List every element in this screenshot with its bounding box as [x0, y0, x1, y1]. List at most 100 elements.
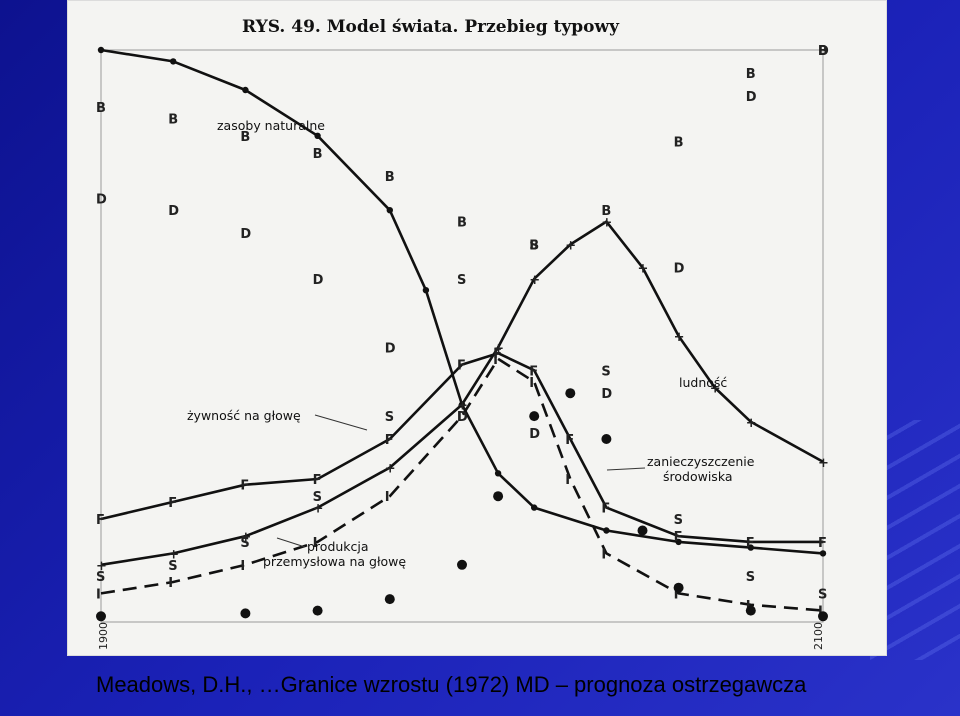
data-point: B	[746, 67, 756, 82]
data-point	[457, 559, 467, 570]
data-point	[97, 46, 105, 54]
label-population: ludność	[679, 375, 727, 390]
data-point	[494, 470, 502, 477]
series-line-produkcja-przemys-owa-na-g-owe	[100, 357, 824, 612]
data-point: B	[96, 101, 106, 116]
data-point	[818, 611, 828, 622]
series-ludnos-c: + + + + + + + + + + + + + + +	[96, 216, 829, 574]
data-point	[242, 86, 249, 94]
data-point: B	[601, 204, 611, 219]
chart-title: RYS. 49. Model świata. Przebieg typowy	[242, 17, 620, 37]
world-model-chart: RYS. 49. Model świata. Przebieg typowy +…	[96, 17, 829, 650]
data-point: I	[674, 587, 679, 602]
data-point: +	[674, 330, 685, 345]
data-point: B	[313, 147, 323, 162]
data-point: D	[313, 273, 324, 288]
label-industry-line1: produkcja	[307, 539, 369, 554]
data-point: D	[168, 204, 179, 219]
data-point: B	[385, 170, 395, 185]
data-point: D	[385, 341, 396, 356]
data-point	[314, 132, 321, 139]
series-d: D D D D D D D D D D D	[96, 44, 829, 442]
label-food-per-capita: żywność na głowę	[187, 408, 301, 423]
data-point: S	[746, 570, 755, 585]
data-point: I	[565, 473, 570, 488]
data-point	[531, 504, 538, 511]
series-b: B B B B B B B B B B B	[96, 44, 828, 254]
data-point: F	[674, 530, 683, 545]
x-tick-end: 2100	[812, 622, 825, 650]
slide-caption: Meadows, D.H., …Granice wzrostu (1972) M…	[96, 672, 807, 697]
data-point: +	[313, 502, 324, 517]
label-industry-line2: przemysłowa na głowę	[263, 554, 406, 569]
data-point: F	[168, 496, 177, 511]
data-point: B	[818, 44, 828, 59]
data-point: D	[674, 261, 685, 276]
data-point: F	[746, 536, 755, 551]
annotation-layer: zasoby naturalne ludność żywność na głow…	[187, 118, 755, 569]
data-point: S	[529, 239, 538, 254]
data-point	[747, 544, 754, 551]
leader-industry	[276, 537, 306, 548]
data-point	[96, 611, 106, 622]
data-point: F	[313, 473, 322, 488]
data-point: B	[457, 216, 467, 231]
series-line-z-ywnos-c-na-g-owe	[100, 351, 823, 544]
data-point: S	[313, 490, 322, 505]
data-point: B	[168, 113, 178, 128]
data-point	[312, 605, 323, 616]
data-point	[603, 527, 610, 534]
data-point: +	[529, 273, 540, 288]
data-point: D	[240, 227, 251, 242]
data-point: B	[674, 136, 684, 151]
data-point: I	[493, 353, 498, 368]
data-point: +	[168, 547, 179, 562]
data-point	[565, 388, 576, 399]
data-point: D	[601, 387, 612, 402]
data-point: +	[818, 456, 829, 471]
data-point	[601, 434, 612, 444]
data-point: +	[601, 216, 612, 231]
data-point	[637, 525, 648, 536]
data-point: I	[385, 490, 390, 505]
data-point	[529, 411, 540, 422]
leader-food	[314, 414, 368, 431]
data-point: D	[96, 193, 107, 208]
data-point: I	[168, 576, 173, 591]
data-point	[386, 207, 393, 214]
data-point: F	[96, 513, 105, 528]
data-point	[493, 491, 504, 502]
data-point: I	[601, 547, 606, 562]
data-point: F	[818, 536, 827, 551]
data-point: F	[457, 359, 466, 374]
data-point: F	[529, 364, 538, 379]
data-point: D	[529, 427, 540, 442]
data-point: +	[385, 462, 396, 477]
data-point: S	[96, 570, 105, 585]
data-point: +	[457, 399, 468, 414]
data-point: F	[601, 502, 610, 517]
data-point	[675, 538, 682, 546]
label-pollution-line1: zanieczyszczenie	[647, 454, 755, 469]
data-point: S	[601, 364, 610, 379]
data-point: D	[746, 90, 757, 105]
data-point: I	[457, 410, 462, 425]
data-point	[422, 287, 430, 294]
data-point: S	[168, 559, 177, 574]
data-point: +	[96, 559, 107, 574]
data-point	[170, 58, 177, 65]
data-point: I	[240, 559, 245, 574]
data-point: I	[96, 587, 101, 602]
label-pollution-line2: środowiska	[663, 469, 733, 484]
data-point: +	[493, 341, 504, 356]
data-point: F	[240, 479, 249, 494]
data-point: D	[457, 410, 468, 425]
data-point	[745, 605, 756, 616]
data-point: +	[746, 416, 757, 431]
data-point: S	[674, 513, 683, 528]
x-tick-start: 1900	[97, 622, 110, 650]
data-point: S	[457, 273, 466, 288]
data-point: D	[818, 44, 829, 59]
data-point	[384, 594, 395, 605]
